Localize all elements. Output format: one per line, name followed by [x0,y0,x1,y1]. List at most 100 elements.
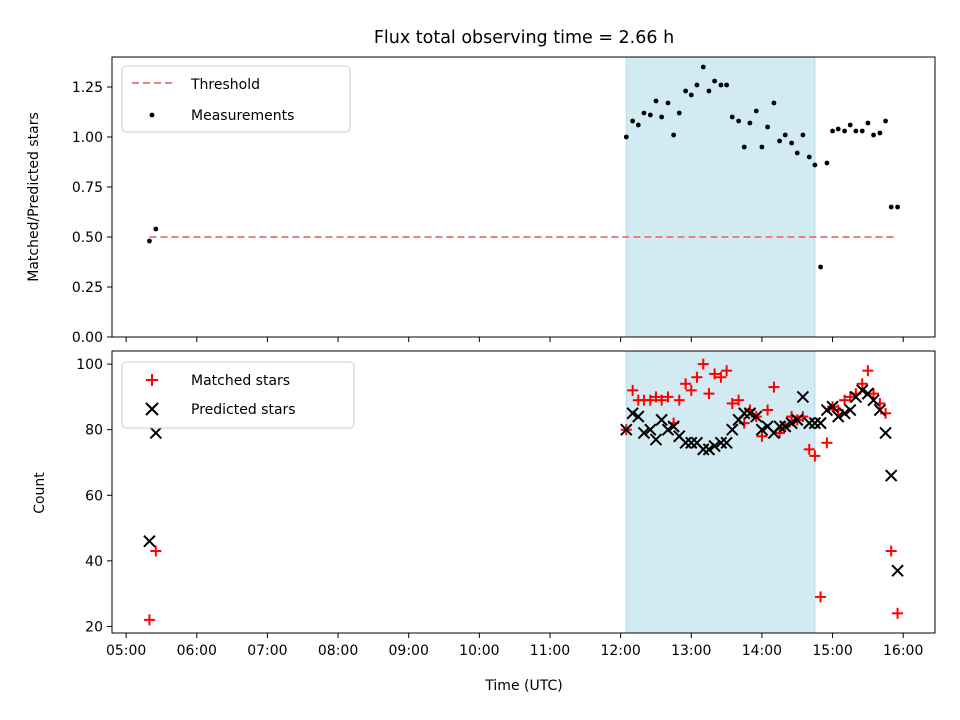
ratio-panel: 0.00 0.25 0.50 0.75 1.00 1.25 Matched/Predict… [26,56,936,346]
x-tick-label: 11:00 [530,643,570,659]
matched-star-point [821,437,833,449]
x-tick-label: 05:00 [106,643,146,659]
predicted-star-point [720,436,733,450]
measurement-point [812,162,818,168]
y-tick-label: 0.00 [72,330,103,346]
measurement-point [741,144,747,150]
observing-span-shade [625,350,816,634]
y-tick-label: 0.25 [72,280,103,296]
predicted-star-point [791,413,804,427]
ratio-legend: Threshold Measurements [121,65,351,133]
y-tick-label: 100 [76,357,103,373]
x-tick-label: 14:00 [742,643,782,659]
count-axes-frame [111,350,936,634]
matched-star-point [892,607,904,619]
measurement-point [771,100,777,106]
predicted-star-point [726,423,739,436]
x-tick-label: 09:00 [389,643,429,659]
predicted-star-point [873,403,887,417]
count-legend: Matched stars Predicted stars [121,361,355,429]
measurement-point [623,134,629,140]
predicted-star-point [661,423,675,436]
measurement-point [653,98,659,104]
figure-title: Flux total observing time = 2.66 h [374,28,674,48]
predicted-star-point [644,423,657,436]
matched-star-point [709,368,721,380]
y-tick-label: 80 [85,423,103,439]
matched-star-point [673,394,685,406]
measurement-point [659,114,665,120]
x-tick-label: 13:00 [671,643,711,659]
measurement-point [683,88,689,94]
matched-star-point [697,358,709,370]
x-tick-label: 16:00 [883,643,923,659]
matched-star-point [644,394,656,406]
measurement-point [800,132,806,138]
count-panel: 20 40 60 80 100 05:00 06:00 07:00 08:00 09:00 10:… [32,350,936,694]
predicted-star-point [773,420,786,433]
y-tick-label: 1.25 [72,80,103,96]
matched-star-point [844,391,856,403]
measurement-point [747,120,753,126]
predicted-star-point [820,403,834,417]
measurement-point [865,120,871,126]
measurement-point [729,114,735,120]
measurement-point [842,128,847,134]
y-tick-label: 0.50 [72,230,103,246]
predicted-star-point [655,413,668,427]
measurement-point [895,204,900,210]
measurement-point [641,110,647,116]
x-tick-label: 12:00 [600,643,640,659]
measurement-point [853,128,859,134]
matched-star-point [768,381,780,393]
matched-star-point [815,591,827,603]
matched-star-point [839,394,851,406]
measurement-point [877,130,883,136]
matched-legend-swatch [146,374,158,386]
measurement-point [688,92,694,98]
measurement-point [759,144,765,150]
predicted-star-point [785,416,798,430]
matched-star-point [762,404,774,416]
measurement-point [718,82,724,88]
x-tick-label: 07:00 [247,643,287,659]
predicted-star-point [708,439,721,453]
predicted-star-point [750,410,763,423]
x-axis-label: Time (UTC) [484,678,562,694]
matched-star-point [150,545,162,557]
matched-star-point [627,384,639,396]
measurement-point [724,82,730,88]
observing-span-shade [625,56,816,338]
measurement-point [888,204,894,210]
matched-star-point [868,388,880,400]
predicted-star-point [649,433,663,446]
measurements-legend-label: Measurements [191,108,294,124]
measurement-point [859,128,865,134]
x-tick-label: 06:00 [177,643,217,659]
measurement-point [883,118,888,124]
predicted-star-point [867,393,880,407]
predicted-star-point [856,384,869,397]
y-tick-label: 20 [85,619,103,635]
measurement-point [753,108,759,114]
x-tick-label: 08:00 [318,643,358,659]
predicted-star-point [755,423,769,436]
measurement-point [712,78,717,84]
measurement-point [765,124,770,130]
ratio-axes-frame [111,56,936,338]
matched-star-point [856,378,868,390]
predicted-star-point [679,436,692,450]
measurement-point [835,126,841,132]
predicted-star-point [891,564,904,577]
matched-star-point [680,378,692,390]
threshold-legend-label: Threshold [190,77,260,93]
predicted-star-point [143,534,156,548]
measurement-point [830,128,835,134]
measurement-point [635,122,641,128]
y-tick-label: 40 [85,554,103,570]
predicted-star-point [884,469,898,482]
y-tick-label: 0.75 [72,180,103,196]
measurement-point [789,140,794,146]
predicted-star-point [632,410,645,423]
